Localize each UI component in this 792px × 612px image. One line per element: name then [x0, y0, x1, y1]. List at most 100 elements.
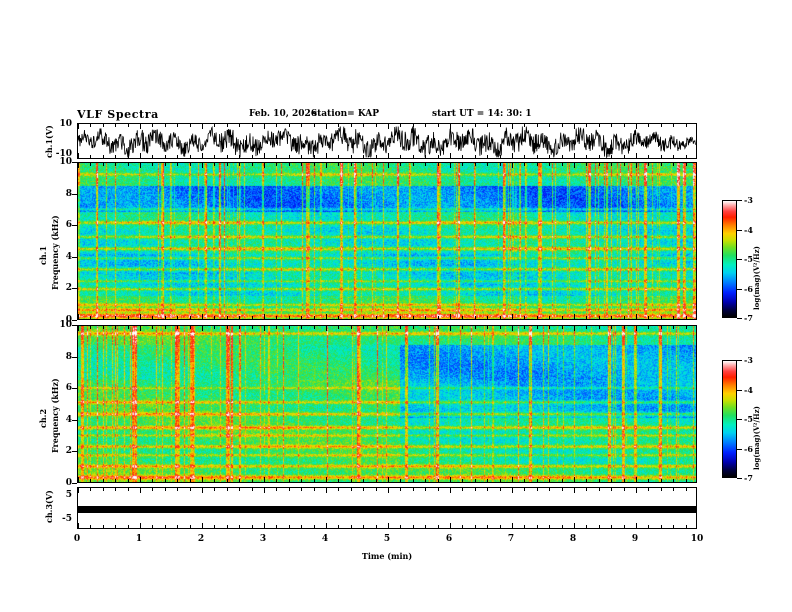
x-tick — [226, 163, 228, 166]
x-tick — [276, 488, 278, 491]
x-tick — [350, 479, 352, 482]
x-tick — [251, 124, 253, 127]
x-tick — [202, 326, 203, 331]
x-tick — [164, 155, 166, 158]
x-tick — [78, 488, 79, 493]
y-tick — [72, 451, 77, 453]
x-tick — [425, 326, 427, 329]
x-tick — [152, 525, 154, 528]
x-tick — [487, 163, 489, 166]
x-tick — [586, 479, 588, 482]
x-tick — [400, 163, 402, 166]
x-tick — [239, 155, 241, 158]
ch1-waveform-trace — [78, 126, 696, 158]
x-tick — [177, 163, 179, 166]
x-tick — [524, 163, 526, 166]
x-tick — [499, 155, 501, 158]
x-tick — [102, 479, 104, 482]
x-tick — [574, 153, 575, 158]
ch3-wave-tick-top: 5 — [65, 490, 72, 500]
y-tick-label: 0 — [65, 315, 72, 325]
x-tick — [177, 479, 179, 482]
x-tick — [276, 163, 278, 166]
x-tick — [226, 124, 228, 127]
x-tick — [598, 163, 600, 166]
colorbar-tick — [737, 200, 742, 201]
x-tick — [140, 488, 141, 493]
x-tick — [499, 525, 501, 528]
x-tick — [499, 124, 501, 127]
x-tick — [264, 488, 265, 493]
colorbar-tick — [737, 478, 742, 479]
colorbar-tick-label: -6 — [744, 443, 753, 454]
x-tick — [140, 477, 141, 482]
x-tick — [127, 124, 129, 127]
x-tick — [152, 163, 154, 166]
x-tick-label: 7 — [507, 534, 515, 544]
x-tick — [164, 326, 166, 329]
x-tick — [264, 163, 265, 168]
x-tick — [375, 479, 377, 482]
x-tick — [202, 124, 203, 129]
x-tick — [648, 488, 650, 491]
x-tick — [177, 316, 179, 319]
ch1-spec-xticks — [78, 163, 696, 319]
x-tick — [90, 525, 92, 528]
x-tick — [673, 124, 675, 127]
x-tick — [214, 326, 216, 329]
x-tick — [251, 155, 253, 158]
x-tick — [660, 163, 662, 166]
x-tick — [425, 479, 427, 482]
x-tick — [239, 124, 241, 127]
x-tick — [350, 525, 352, 528]
x-tick-label: 0 — [73, 534, 81, 544]
x-tick — [251, 488, 253, 491]
x-tick — [450, 163, 451, 168]
x-tick — [512, 314, 513, 319]
x-tick — [512, 488, 513, 493]
x-tick — [301, 124, 303, 127]
x-tick — [462, 479, 464, 482]
y-tick — [72, 193, 77, 195]
y-tick — [72, 162, 77, 163]
x-tick — [536, 525, 538, 528]
x-tick — [127, 316, 129, 319]
x-tick — [239, 488, 241, 491]
x-tick — [524, 479, 526, 482]
x-tick — [177, 488, 179, 491]
x-tick — [189, 163, 191, 166]
x-tick — [375, 155, 377, 158]
x-tick — [326, 153, 327, 158]
x-tick — [586, 316, 588, 319]
x-tick — [363, 155, 365, 158]
x-tick — [623, 155, 625, 158]
x-tick — [140, 326, 141, 331]
x-tick — [487, 525, 489, 528]
x-tick — [102, 316, 104, 319]
x-tick — [561, 124, 563, 127]
x-tick — [214, 488, 216, 491]
ch1-wave-tick-bottom: -10 — [55, 149, 72, 159]
ch3-wave-tick-bottom: -5 — [62, 514, 72, 524]
x-tick — [611, 479, 613, 482]
x-tick — [611, 155, 613, 158]
x-tick — [673, 326, 675, 329]
x-tick — [636, 326, 637, 331]
y-tick-label: 2 — [65, 283, 72, 294]
x-tick — [611, 525, 613, 528]
x-tick — [648, 155, 650, 158]
x-tick — [536, 316, 538, 319]
y-tick — [72, 388, 77, 390]
x-tick-label: 5 — [383, 534, 391, 544]
x-tick — [598, 488, 600, 491]
x-tick — [102, 525, 104, 528]
x-tick — [313, 326, 315, 329]
ch3-waveform-panel — [77, 487, 697, 529]
x-tick — [462, 155, 464, 158]
x-tick — [375, 316, 377, 319]
x-tick — [115, 316, 117, 319]
x-tick — [127, 163, 129, 166]
x-tick — [437, 316, 439, 319]
x-tick — [264, 314, 265, 319]
